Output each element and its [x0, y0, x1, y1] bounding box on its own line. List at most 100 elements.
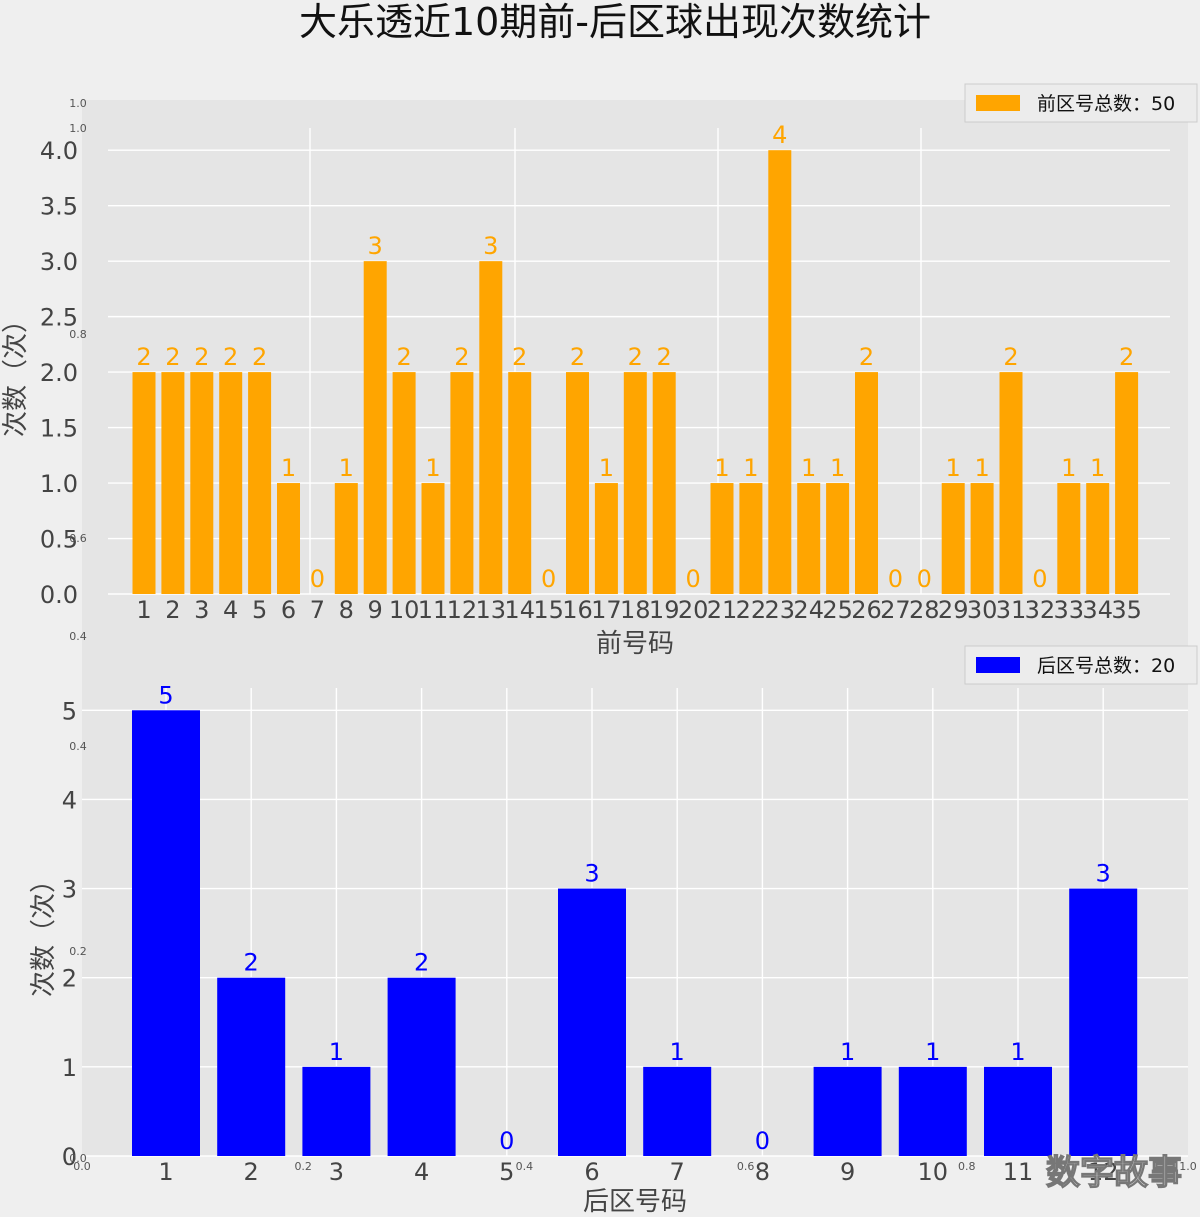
- front-bar: [710, 483, 734, 594]
- front-x-axis-label: 前号码: [596, 629, 674, 659]
- front-bar: [739, 483, 763, 594]
- back-x-tick-label: 6: [584, 1158, 599, 1186]
- back-bar: [302, 1066, 371, 1156]
- back-x-tick-label: 7: [670, 1158, 685, 1186]
- front-bar: [652, 372, 676, 594]
- ghost-left-tick-label: 1.0: [69, 97, 87, 110]
- front-bars: [132, 150, 1139, 594]
- front-bar-value-label: 1: [830, 454, 845, 482]
- front-bar: [508, 372, 532, 594]
- front-bar: [479, 261, 503, 594]
- front-bar-value-label: 2: [252, 343, 267, 371]
- back-bar: [813, 1066, 882, 1156]
- front-y-axis-label: 次数（次）: [1, 307, 31, 437]
- front-x-tick-label: 12: [447, 596, 478, 624]
- front-bar-value-label: 2: [859, 343, 874, 371]
- front-y-tick-label: 2.0: [40, 359, 78, 387]
- front-bar-value-label: 4: [772, 121, 787, 149]
- front-bar-value-label: 1: [974, 454, 989, 482]
- front-bar-value-label: 1: [1090, 454, 1105, 482]
- ghost-left-tick-label: 0.2: [69, 945, 87, 958]
- ghost-left-tick-label: 0.0: [69, 1152, 87, 1165]
- front-x-tick-label: 14: [504, 596, 535, 624]
- front-bar-value-label: 2: [512, 343, 527, 371]
- front-bar: [623, 372, 647, 594]
- front-bar: [248, 372, 272, 594]
- back-bar-value-label: 3: [1096, 860, 1111, 888]
- ghost-left-tick-label: 0.4: [69, 740, 87, 753]
- back-bar-value-label: 2: [414, 949, 429, 977]
- back-y-ticks: 0 1 2 3 4 5: [62, 697, 77, 1171]
- front-bar-value-label: 2: [628, 343, 643, 371]
- back-x-tick-label: 8: [755, 1158, 770, 1186]
- front-x-tick-label: 1: [136, 596, 151, 624]
- front-bar: [392, 372, 416, 594]
- front-bar: [161, 372, 185, 594]
- front-bar-value-label: 1: [1061, 454, 1076, 482]
- front-bar-value-label: 0: [310, 565, 325, 593]
- back-bar: [1069, 888, 1138, 1156]
- back-bar: [558, 888, 626, 1156]
- front-x-tick-label: 6: [281, 596, 296, 624]
- front-bar-value-label: 1: [714, 454, 729, 482]
- front-x-tick-label: 8: [339, 596, 354, 624]
- back-y-tick-label: 4: [62, 786, 77, 814]
- front-x-tick-label: 15: [533, 596, 564, 624]
- back-bar-value-label: 1: [925, 1038, 940, 1066]
- back-x-ticks: 1 2 3 4 5 6 7 8 9 10 11 12: [158, 1158, 1118, 1186]
- back-bar-value-label: 0: [499, 1127, 514, 1155]
- front-bar-value-label: 1: [425, 454, 440, 482]
- back-y-tick-label: 1: [62, 1054, 77, 1082]
- front-bar-value-label: 0: [917, 565, 932, 593]
- front-bar: [768, 150, 792, 594]
- front-bar: [450, 372, 474, 594]
- front-bar: [970, 483, 994, 594]
- back-y-tick-label: 2: [62, 965, 77, 993]
- ghost-bottom-tick-label: 0.6: [737, 1160, 755, 1173]
- front-x-tick-label: 11: [418, 596, 449, 624]
- front-x-tick-label: 9: [368, 596, 383, 624]
- front-bar: [334, 483, 358, 594]
- front-legend-label: 前区号总数：50: [1037, 93, 1175, 115]
- front-x-tick-label: 20: [678, 596, 709, 624]
- front-bar: [277, 483, 300, 594]
- front-bar-value-label: 1: [281, 454, 296, 482]
- front-x-tick-label: 26: [851, 596, 882, 624]
- front-x-tick-label: 27: [880, 596, 911, 624]
- back-y-axis-label: 次数（次）: [29, 867, 59, 997]
- back-bar: [217, 977, 286, 1156]
- back-bar-value-label: 1: [670, 1038, 685, 1066]
- front-bar-value-label: 3: [368, 232, 383, 260]
- back-bar-value-label: 3: [584, 860, 599, 888]
- front-bar: [855, 372, 878, 594]
- front-bar-value-label: 1: [743, 454, 758, 482]
- front-bar-value-label: 0: [1032, 565, 1047, 593]
- front-bar-value-label: 2: [1003, 343, 1018, 371]
- front-bar: [1086, 483, 1110, 594]
- front-x-tick-label: 3: [194, 596, 209, 624]
- back-x-tick-label: 9: [840, 1158, 855, 1186]
- front-bar-value-label: 2: [454, 343, 469, 371]
- back-x-tick-label: 11: [1003, 1158, 1034, 1186]
- back-bar-value-label: 2: [244, 949, 259, 977]
- back-x-axis-label: 后区号码: [583, 1187, 687, 1217]
- front-x-tick-label: 2: [165, 596, 180, 624]
- front-bar: [826, 483, 850, 594]
- back-bar: [387, 977, 456, 1156]
- front-bar: [1115, 372, 1139, 594]
- front-x-tick-label: 5: [252, 596, 267, 624]
- front-bar-value-label: 0: [888, 565, 903, 593]
- front-x-tick-label: 28: [909, 596, 940, 624]
- front-y-tick-label: 2.5: [40, 304, 78, 332]
- back-bar-value-label: 1: [329, 1038, 344, 1066]
- front-y-tick-label: 0.0: [40, 581, 78, 609]
- ghost-bottom-tick-label: 0.4: [516, 1160, 534, 1173]
- front-bar: [566, 372, 589, 594]
- front-x-tick-label: 33: [1054, 596, 1085, 624]
- front-legend: 前区号总数：50: [964, 83, 1198, 123]
- back-bar-value-label: 1: [840, 1038, 855, 1066]
- front-bar-value-label: 2: [223, 343, 238, 371]
- front-bar: [363, 261, 387, 594]
